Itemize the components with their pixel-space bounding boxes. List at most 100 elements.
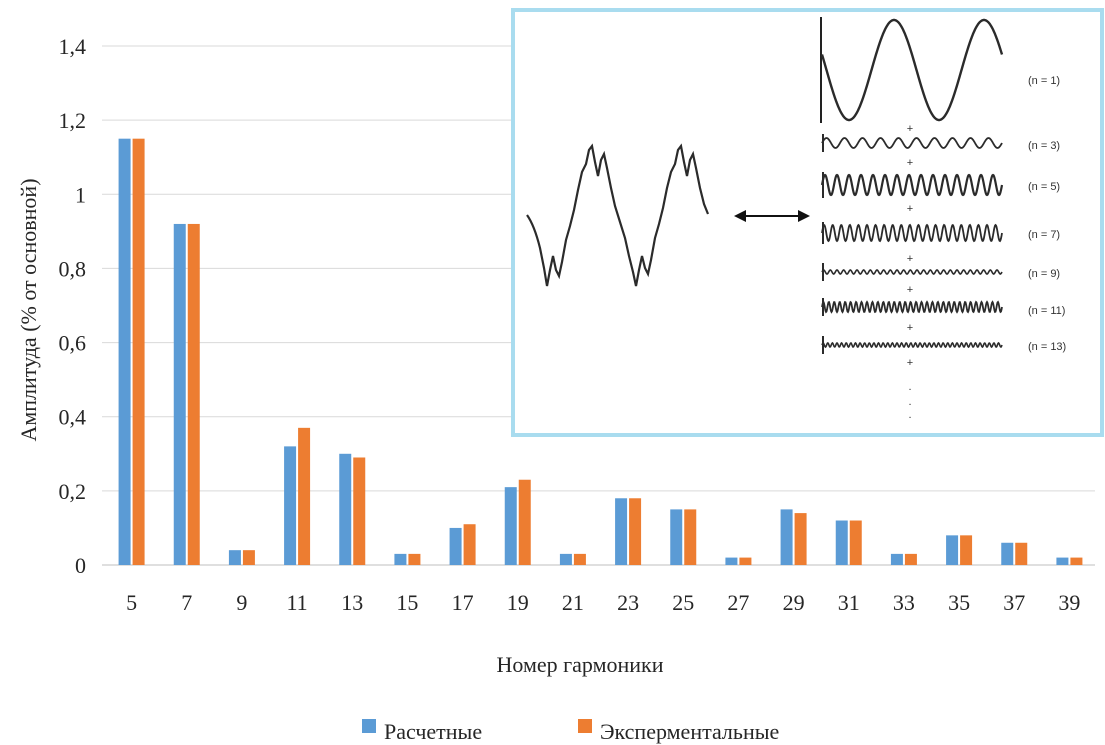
bar-calculated-15 bbox=[394, 553, 407, 565]
bar-calculated-19 bbox=[504, 487, 517, 565]
legend-swatch-calculated bbox=[362, 719, 376, 733]
y-tick-label: 0,6 bbox=[59, 331, 87, 356]
harmonic-label: (n = 13) bbox=[1028, 341, 1066, 353]
y-axis-title: Амплитуда (% от основной) bbox=[16, 178, 41, 441]
harmonic-wave bbox=[821, 137, 1003, 149]
bar-experimental-39 bbox=[1070, 557, 1083, 565]
x-tick-label: 29 bbox=[783, 590, 805, 615]
y-tick-label: 1,2 bbox=[59, 108, 87, 133]
inset-border bbox=[511, 8, 1104, 437]
x-tick-label: 7 bbox=[181, 590, 192, 615]
bar-experimental-23 bbox=[629, 498, 642, 565]
plus-signs: + + + + + + + bbox=[907, 123, 913, 369]
harmonic-labels: (n = 1) (n = 3) (n = 5) (n = 7) (n = 9) (n = … bbox=[1028, 75, 1066, 353]
harmonic-waves bbox=[820, 18, 1004, 354]
bar-experimental-5 bbox=[132, 138, 145, 565]
legend: Расчетные Эксперментальные bbox=[362, 719, 779, 744]
x-tick-label: 37 bbox=[1003, 590, 1025, 615]
harmonic-wave bbox=[821, 341, 1003, 349]
plus-sign: + bbox=[907, 284, 913, 296]
y-tick-label: 1 bbox=[75, 182, 86, 207]
bar-calculated-9 bbox=[228, 550, 241, 565]
x-axis-title: Номер гармоники bbox=[496, 652, 663, 677]
bar-calculated-35 bbox=[946, 535, 959, 565]
bar-experimental-21 bbox=[573, 553, 586, 565]
x-tick-label: 9 bbox=[236, 590, 247, 615]
bar-calculated-7 bbox=[173, 223, 186, 565]
y-tick-label: 0,4 bbox=[59, 405, 87, 430]
x-tick-label: 35 bbox=[948, 590, 970, 615]
x-tick-label: 13 bbox=[341, 590, 363, 615]
harmonic-wave bbox=[820, 18, 1004, 122]
bar-experimental-37 bbox=[1015, 542, 1028, 565]
x-tick-label: 11 bbox=[286, 590, 307, 615]
bar-calculated-25 bbox=[670, 509, 683, 565]
y-tick-labels: 0 0,2 0,4 0,6 0,8 1 1,2 1,4 bbox=[59, 34, 87, 578]
harmonic-wave bbox=[821, 300, 1003, 314]
bar-calculated-33 bbox=[890, 553, 903, 565]
bar-calculated-29 bbox=[780, 509, 793, 565]
harmonic-label: (n = 5) bbox=[1028, 181, 1060, 193]
x-tick-label: 39 bbox=[1058, 590, 1080, 615]
bar-calculated-5 bbox=[118, 138, 131, 565]
bar-experimental-13 bbox=[353, 457, 366, 565]
ellipsis-dot: . bbox=[908, 396, 911, 408]
x-tick-label: 25 bbox=[672, 590, 694, 615]
bar-calculated-13 bbox=[339, 453, 352, 565]
legend-label-calculated: Расчетные bbox=[384, 719, 482, 744]
y-tick-label: 0,2 bbox=[59, 479, 87, 504]
bar-experimental-19 bbox=[518, 479, 531, 565]
y-tick-label: 1,4 bbox=[59, 34, 87, 59]
harmonic-wave bbox=[821, 269, 1003, 275]
bar-experimental-29 bbox=[794, 513, 807, 565]
x-tick-label: 5 bbox=[126, 590, 137, 615]
bar-calculated-39 bbox=[1056, 557, 1069, 565]
bar-experimental-11 bbox=[298, 427, 311, 565]
bar-calculated-11 bbox=[284, 446, 297, 565]
bar-experimental-31 bbox=[849, 520, 862, 565]
bar-experimental-15 bbox=[408, 553, 421, 565]
x-tick-label: 15 bbox=[396, 590, 418, 615]
ellipsis-dots: ... bbox=[908, 381, 911, 421]
x-tick-label: 33 bbox=[893, 590, 915, 615]
legend-label-experimental: Эксперментальные bbox=[600, 719, 779, 744]
bar-calculated-21 bbox=[559, 553, 572, 565]
harmonic-decomposition-inset: (n = 1) (n = 3) (n = 5) (n = 7) (n = 9) (n = … bbox=[511, 8, 1104, 437]
x-tick-label: 19 bbox=[507, 590, 529, 615]
harmonic-label: (n = 3) bbox=[1028, 140, 1060, 152]
plus-sign: + bbox=[907, 357, 913, 369]
harmonic-label: (n = 7) bbox=[1028, 229, 1060, 241]
distorted-waveform bbox=[526, 143, 710, 287]
harmonic-wave bbox=[820, 173, 1004, 197]
bar-experimental-35 bbox=[960, 535, 973, 565]
plus-sign: + bbox=[907, 157, 913, 169]
harmonic-wave bbox=[821, 223, 1003, 243]
bar-calculated-17 bbox=[449, 527, 462, 565]
harmonic-label: (n = 11) bbox=[1028, 305, 1065, 317]
x-tick-label: 21 bbox=[562, 590, 584, 615]
bar-experimental-33 bbox=[904, 553, 917, 565]
harmonic-label: (n = 1) bbox=[1028, 75, 1060, 87]
x-tick-label: 17 bbox=[452, 590, 474, 615]
y-tick-label: 0 bbox=[75, 553, 86, 578]
plus-sign: + bbox=[907, 253, 913, 265]
bar-experimental-27 bbox=[739, 557, 752, 565]
bar-experimental-9 bbox=[242, 550, 255, 565]
x-tick-label: 23 bbox=[617, 590, 639, 615]
plus-sign: + bbox=[907, 203, 913, 215]
plus-sign: + bbox=[907, 322, 913, 334]
plus-sign: + bbox=[907, 123, 913, 135]
ellipsis-dot: . bbox=[908, 381, 911, 393]
bar-calculated-37 bbox=[1001, 542, 1014, 565]
bar-calculated-31 bbox=[835, 520, 848, 565]
x-tick-labels: 5 7 9 11 13 15 17 19 21 23 25 27 29 31 33 35 37 39 bbox=[126, 590, 1080, 615]
harmonic-label: (n = 9) bbox=[1028, 268, 1060, 280]
x-tick-label: 27 bbox=[727, 590, 749, 615]
bidirectional-arrow bbox=[734, 210, 810, 222]
legend-swatch-experimental bbox=[578, 719, 592, 733]
ellipsis-dot: . bbox=[908, 409, 911, 421]
bar-calculated-23 bbox=[615, 498, 628, 565]
bar-experimental-25 bbox=[684, 509, 697, 565]
x-tick-label: 31 bbox=[838, 590, 860, 615]
